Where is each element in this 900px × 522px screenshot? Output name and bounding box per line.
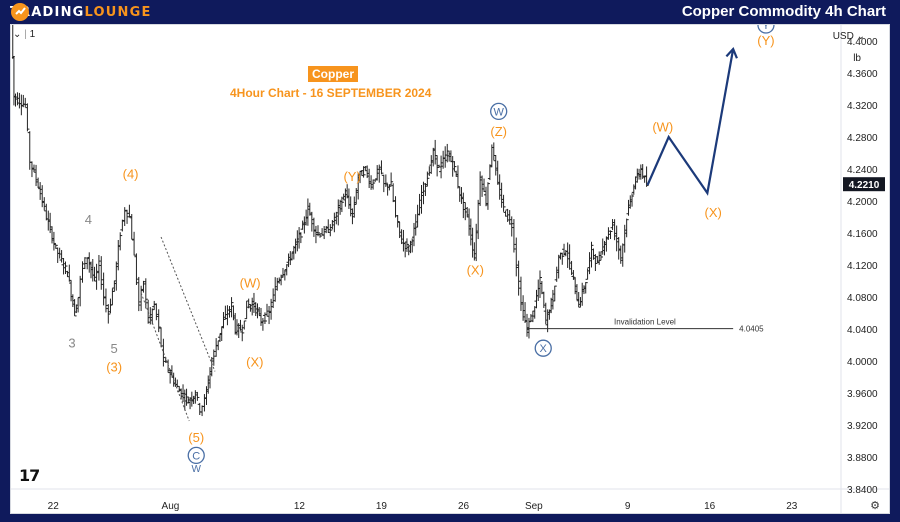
y-tick-label: 3.8800 [847, 453, 878, 464]
page-title: Copper Commodity 4h Chart [681, 3, 886, 20]
y-tick-label: 3.8400 [847, 485, 878, 496]
invalidation-label: Invalidation Level [614, 318, 676, 327]
channel-line [160, 236, 216, 372]
header-bar: TRADINGLOUNGE Copper Commodity 4h Chart [0, 0, 900, 24]
wave-label: (4) [123, 167, 139, 182]
current-price-label: 4.2210 [849, 180, 880, 191]
wave-label: (W) [652, 119, 673, 134]
chevron-down-icon: ⌄ [856, 31, 865, 42]
wave-label: (W) [240, 275, 261, 290]
invalidation-start-dot [526, 327, 530, 331]
wave-label: (5) [188, 430, 204, 445]
y-tick-label: 4.0800 [847, 293, 878, 304]
brand-logo[interactable]: TRADINGLOUNGE [10, 2, 152, 22]
y-tick-label: 4.3600 [847, 69, 878, 80]
chevron-down-icon: ⌄ [13, 29, 22, 40]
wave-label: X [540, 343, 548, 355]
brand-name-accent: LOUNGE [84, 4, 152, 20]
wave-label: W [493, 106, 504, 118]
y-tick-label: 4.2000 [847, 197, 878, 208]
invalidation-price-label: 4.0405 [739, 325, 764, 334]
wave-label: 3 [68, 335, 75, 350]
y-tick-label: 4.4000 [847, 37, 878, 48]
y-tick-label: 4.3200 [847, 101, 878, 112]
wave-label: (Y) [757, 33, 774, 48]
x-tick-label: 12 [294, 501, 306, 512]
interval-selector[interactable]: ⌄ | 1 [13, 29, 35, 40]
chart-title: Copper [308, 66, 358, 82]
unit-label: lb [853, 53, 861, 64]
projection-path [646, 48, 735, 196]
x-tick-label: 19 [376, 501, 388, 512]
wave-label: W [191, 464, 201, 475]
tradingview-logo-icon[interactable]: 17 [19, 466, 40, 485]
channel-line [140, 292, 190, 422]
interval-value: 1 [29, 29, 36, 40]
currency-label: USD [832, 31, 854, 42]
x-tick-label: 26 [458, 501, 470, 512]
y-tick-label: 4.2800 [847, 133, 878, 144]
x-tick-label: 16 [704, 501, 716, 512]
wave-label: (X) [705, 205, 722, 220]
wave-label: (Y) [343, 169, 360, 184]
y-tick-label: 4.0400 [847, 325, 878, 336]
y-tick-label: 3.9200 [847, 421, 878, 432]
wave-label: (X) [246, 355, 263, 370]
chart-subtitle: 4Hour Chart - 16 SEPTEMBER 2024 [230, 86, 432, 100]
x-tick-label: Sep [525, 501, 543, 512]
gear-icon[interactable]: ⚙ [870, 500, 880, 512]
wave-label-circle [490, 102, 508, 121]
interval-divider: | [24, 29, 27, 40]
wave-label: Y [762, 25, 770, 32]
wave-label: 5 [111, 341, 118, 356]
chart-frame[interactable]: 4.4000 4.3600 4.3200 4.2800 4.2400 4.2000 4.16… [10, 24, 890, 514]
wave-label: (Z) [490, 124, 507, 139]
current-price-tag [843, 177, 885, 192]
wave-label: (3) [106, 359, 122, 374]
y-tick-label: 4.1200 [847, 261, 878, 272]
wave-label: (X) [467, 263, 484, 278]
y-tick-label: 4.0000 [847, 357, 878, 368]
wave-label-circle [187, 446, 205, 465]
x-tick-label: Aug [162, 501, 180, 512]
wave-label-circle [534, 339, 552, 357]
price-chart[interactable]: 4.4000 4.3600 4.3200 4.2800 4.2400 4.2000 4.16… [11, 25, 890, 514]
x-tick-label: 9 [625, 501, 631, 512]
currency-selector[interactable]: USD ⌄ [833, 31, 865, 42]
wave-label-circle [757, 25, 775, 34]
projection-arrowhead [725, 46, 738, 59]
brand-name: TRADINGLOUNGE [10, 5, 152, 20]
y-tick-label: 4.2400 [847, 165, 878, 176]
y-tick-label: 3.9600 [847, 389, 878, 400]
wave-label: 4 [85, 212, 92, 227]
x-tick-label: 23 [786, 501, 798, 512]
brand-logo-icon [11, 3, 29, 21]
brand-name-primary: TRADING [10, 4, 85, 20]
y-tick-label: 4.1600 [847, 229, 878, 240]
wave-label: C [192, 450, 200, 462]
x-tick-label: 22 [48, 501, 60, 512]
